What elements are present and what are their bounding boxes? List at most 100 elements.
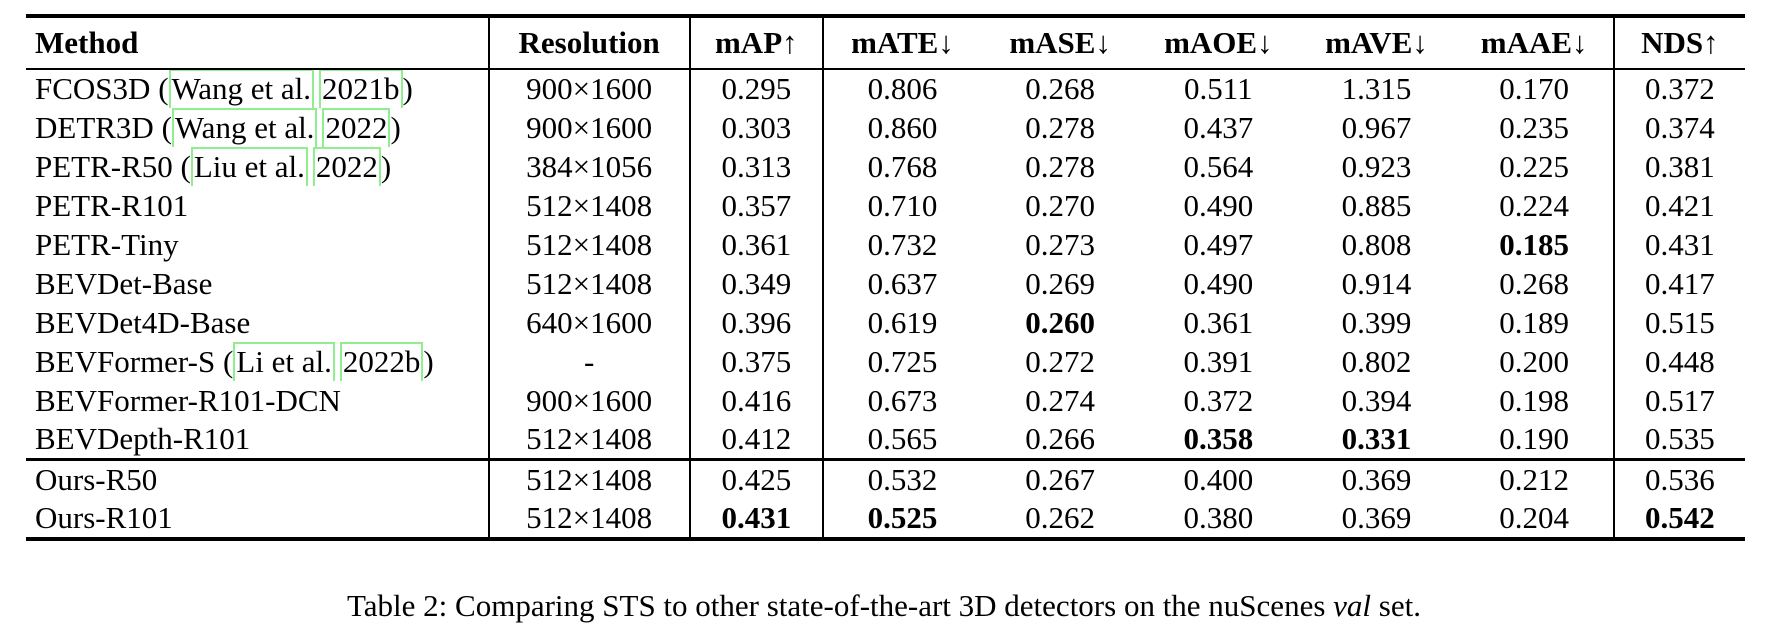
table-header-row: Method Resolution mAP↑ mATE↓ mASE↓ mAOE↓ mAVE↓… xyxy=(26,16,1745,69)
method-cell: BEVDepth-R101 xyxy=(35,420,251,456)
method-cell: Ours-R50 xyxy=(35,461,158,497)
resolution-cell: 900×1600 xyxy=(487,381,690,420)
metric-cell: 0.396 xyxy=(688,303,823,342)
method-cell: PETR-Tiny xyxy=(35,226,179,262)
metric-cell: 0.268 xyxy=(1499,265,1570,301)
metric-cell: 0.806 xyxy=(821,69,982,108)
metric-cell: 0.274 xyxy=(1025,382,1096,418)
metric-cell: 0.225 xyxy=(1499,148,1570,184)
resolution-cell: 512×1408 xyxy=(487,186,690,225)
metric-cell: 0.358 xyxy=(1183,420,1254,456)
resolution-cell: 512×1408 xyxy=(487,264,690,303)
metric-cell: 0.517 xyxy=(1612,381,1745,420)
metric-cell: 0.511 xyxy=(1184,71,1253,106)
metric-cell: 0.272 xyxy=(1025,343,1096,379)
metric-cell: 0.270 xyxy=(1025,187,1096,223)
metric-cell: 0.369 xyxy=(1341,461,1412,497)
citation-year-link[interactable]: 2022 xyxy=(322,108,391,147)
resolution-cell: 900×1600 xyxy=(487,69,690,108)
metric-cell: 0.490 xyxy=(1183,265,1254,301)
citation-year-link[interactable]: 2022b xyxy=(339,342,424,381)
table-row: PETR-Tiny 512×1408 0.361 0.732 0.273 0.497 0.8… xyxy=(26,225,1745,264)
metric-cell: 0.189 xyxy=(1499,304,1570,340)
metric-cell: 0.448 xyxy=(1612,342,1745,381)
column-header-map: mAP↑ xyxy=(688,16,823,69)
metric-cell: 0.361 xyxy=(1183,304,1254,340)
metric-cell: 0.564 xyxy=(1183,148,1254,184)
metric-cell: 0.331 xyxy=(1341,420,1412,456)
metric-cell: 0.542 xyxy=(1612,499,1745,539)
table-row: BEVFormer-S (Li et al. 2022b) -0.375 0.725 0… xyxy=(26,342,1745,381)
metric-cell: 0.278 xyxy=(1025,109,1096,145)
metric-cell: 0.295 xyxy=(688,69,823,108)
metric-cell: 0.374 xyxy=(1612,108,1745,147)
metric-cell: 0.185 xyxy=(1499,226,1570,262)
caption-italic-word: val xyxy=(1333,588,1372,623)
metric-cell: 0.860 xyxy=(821,108,982,147)
column-header-maae: mAAE↓ xyxy=(1480,25,1588,60)
metric-cell: 0.437 xyxy=(1183,109,1254,145)
resolution-cell: - xyxy=(487,342,690,381)
metric-cell: 0.170 xyxy=(1499,71,1570,106)
metric-cell: 0.497 xyxy=(1183,226,1254,262)
citation-link[interactable]: Li et al. xyxy=(233,342,335,381)
metric-cell: 0.198 xyxy=(1499,382,1570,418)
metric-cell: 0.412 xyxy=(688,420,823,459)
table-row: BEVDepth-R101 512×1408 0.412 0.565 0.266 0.35… xyxy=(26,420,1745,459)
metric-cell: 0.303 xyxy=(688,108,823,147)
metric-cell: 0.357 xyxy=(688,186,823,225)
method-cell: DETR3D (Wang et al. 2022) xyxy=(26,108,489,147)
metric-cell: 0.417 xyxy=(1612,264,1745,303)
metric-cell: 0.262 xyxy=(1025,500,1096,535)
metric-cell: 0.190 xyxy=(1499,420,1570,456)
metric-cell: 0.619 xyxy=(821,303,982,342)
method-cell: Ours-R101 xyxy=(35,500,173,535)
metric-cell: 0.372 xyxy=(1183,382,1254,418)
metric-cell: 0.212 xyxy=(1499,461,1570,497)
method-cell: BEVFormer-R101-DCN xyxy=(35,382,341,418)
table-row: FCOS3D (Wang et al. 2021b) 900×1600 0.295 0.… xyxy=(26,69,1745,108)
table-row: PETR-R50 (Liu et al. 2022) 384×1056 0.313 0.… xyxy=(26,147,1745,186)
metric-cell: 0.431 xyxy=(688,499,823,539)
table-row: BEVFormer-R101-DCN 900×1600 0.416 0.673 0.27… xyxy=(26,381,1745,420)
metric-cell: 0.637 xyxy=(821,264,982,303)
metric-cell: 0.372 xyxy=(1612,69,1745,108)
metric-cell: 0.535 xyxy=(1612,420,1745,459)
column-header-mase: mASE↓ xyxy=(1009,25,1111,60)
citation-link[interactable]: Liu et al. xyxy=(190,147,308,186)
method-cell: BEVDet-Base xyxy=(35,265,213,301)
resolution-cell: 512×1408 xyxy=(487,225,690,264)
method-cell: PETR-R101 xyxy=(35,187,189,223)
metric-cell: 0.725 xyxy=(821,342,982,381)
metric-cell: 0.490 xyxy=(1183,187,1254,223)
metric-cell: 0.923 xyxy=(1341,148,1412,184)
citation-year-link[interactable]: 2022 xyxy=(312,147,381,186)
metric-cell: 0.394 xyxy=(1341,382,1412,418)
metric-cell: 0.200 xyxy=(1499,343,1570,379)
metric-cell: 0.349 xyxy=(688,264,823,303)
metric-cell: 0.278 xyxy=(1025,148,1096,184)
metric-cell: 0.266 xyxy=(1025,420,1096,456)
caption-suffix: set. xyxy=(1371,588,1421,623)
metric-cell: 0.421 xyxy=(1612,186,1745,225)
metric-cell: 0.967 xyxy=(1341,109,1412,145)
table-caption: Table 2: Comparing STS to other state-of… xyxy=(0,588,1768,624)
column-header-resolution: Resolution xyxy=(487,16,690,69)
table-row: PETR-R101 512×1408 0.357 0.710 0.270 0.490 0.8… xyxy=(26,186,1745,225)
metric-cell: 0.235 xyxy=(1499,109,1570,145)
resolution-cell: 512×1408 xyxy=(487,499,690,539)
method-cell: FCOS3D (Wang et al. 2021b) xyxy=(26,69,489,108)
method-cell: BEVDet4D-Base xyxy=(35,304,251,340)
metric-cell: 0.673 xyxy=(821,381,982,420)
metric-cell: 0.710 xyxy=(821,186,982,225)
metric-cell: 0.732 xyxy=(821,225,982,264)
citation-year-link[interactable]: 2021b xyxy=(319,69,403,108)
results-table: Method Resolution mAP↑ mATE↓ mASE↓ mAOE↓ mAVE↓… xyxy=(26,14,1745,541)
metric-cell: 0.808 xyxy=(1341,226,1412,262)
citation-link[interactable]: Wang et al. xyxy=(168,69,315,108)
metric-cell: 0.204 xyxy=(1499,500,1570,535)
citation-link[interactable]: Wang et al. xyxy=(171,108,318,147)
table-row: Ours-R101 512×1408 0.431 0.525 0.262 0.380 0.3… xyxy=(26,499,1745,539)
table-row: BEVDet4D-Base 640×1600 0.396 0.619 0.260 0.36… xyxy=(26,303,1745,342)
metric-cell: 0.369 xyxy=(1341,500,1412,535)
